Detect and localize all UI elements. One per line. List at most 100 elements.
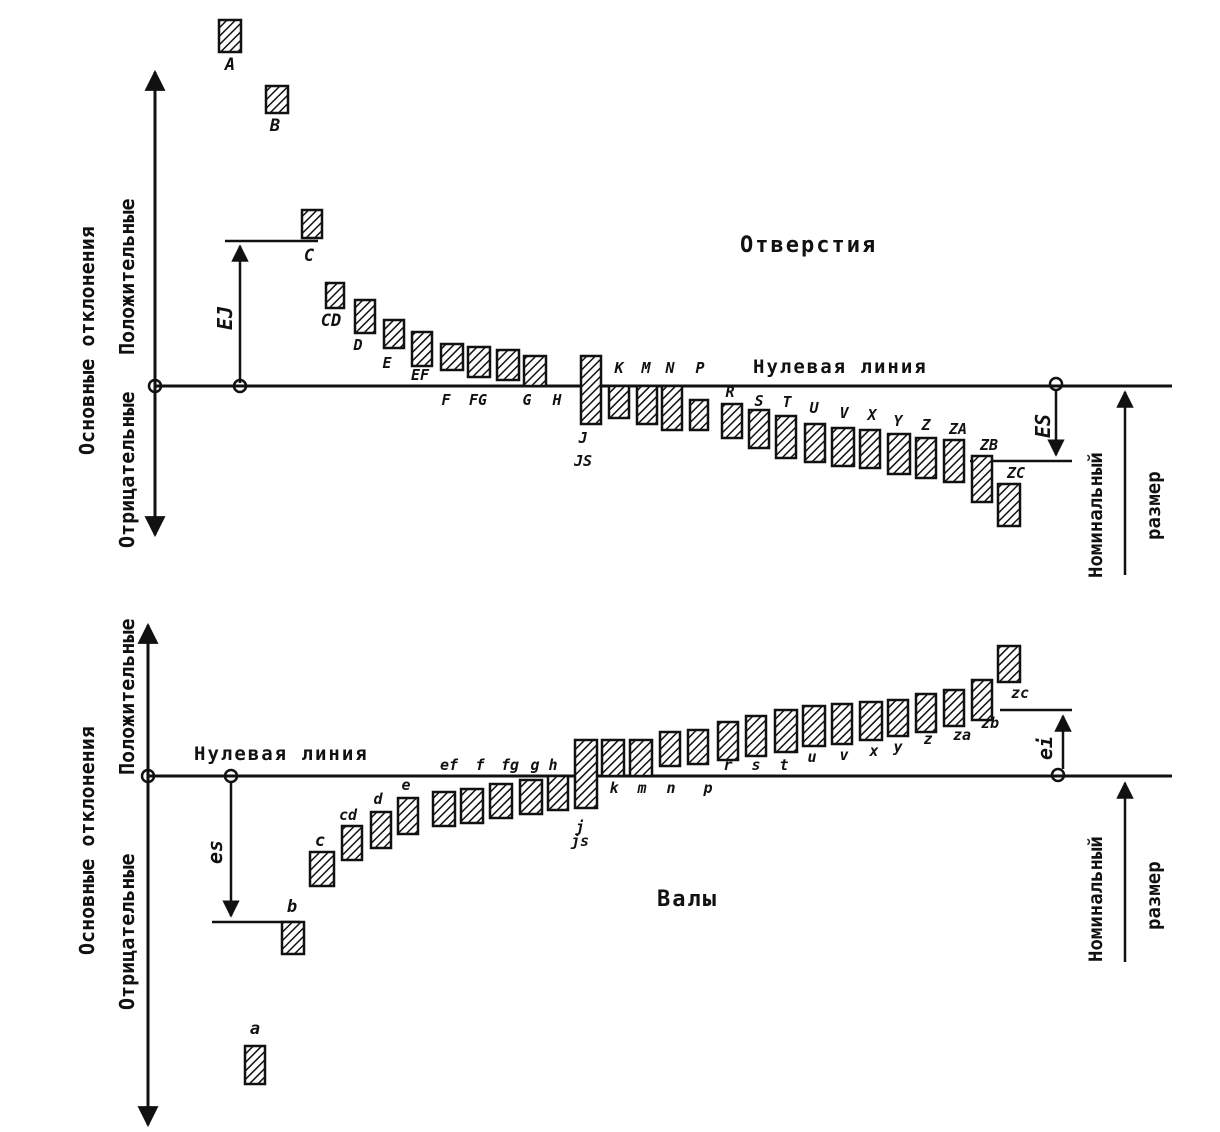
- hole-label-s: S: [754, 392, 763, 410]
- shaft-label-h: h: [548, 756, 557, 774]
- shaft-label-s: s: [751, 756, 760, 774]
- hole-label-a: A: [224, 55, 235, 75]
- hole-label-k: K: [613, 359, 625, 377]
- hole-box-v: [830, 426, 856, 468]
- shafts-title: Валы: [657, 887, 718, 912]
- hole-box-s: [747, 408, 771, 450]
- shaft-label-n: n: [666, 779, 675, 797]
- hole-label-z: Z: [920, 416, 931, 434]
- shaft-label-u: u: [807, 748, 816, 766]
- shafts-ei-origin-dot: [1050, 767, 1066, 783]
- shafts-axis-origin-dot: [140, 768, 156, 784]
- hole-box-k: [607, 384, 631, 420]
- shaft-label-m: m: [636, 779, 646, 797]
- hole-box-m: [635, 384, 659, 426]
- hole-label-ef: EF: [411, 366, 430, 384]
- hole-label-n: N: [664, 359, 675, 377]
- shaft-box-zc: [996, 644, 1022, 684]
- shaft-box-g: [518, 778, 544, 816]
- shaft-label-v: v: [839, 746, 849, 764]
- hole-label-v: V: [839, 404, 849, 422]
- hole-box-n: [660, 384, 684, 432]
- hole-label-x: X: [865, 406, 877, 424]
- holes-title: Отверстия: [740, 233, 877, 258]
- hole-label-za: ZA: [948, 420, 967, 438]
- hole-label-p: P: [695, 359, 704, 377]
- holes-nominal-label-1: Номинальный: [1085, 452, 1107, 578]
- shaft-box-j: [573, 738, 599, 810]
- hole-box-a: [217, 18, 243, 54]
- hole-box-za: [942, 438, 966, 484]
- holes-zero-line-label: Нулевая линия: [753, 356, 928, 378]
- holes-axis-origin-dot: [147, 378, 163, 394]
- shaft-box-zb: [970, 678, 994, 722]
- hole-box-c: [300, 208, 324, 240]
- hole-box-t: [774, 414, 798, 460]
- hole-label-f: F: [441, 391, 451, 409]
- hole-box-fg: [466, 345, 492, 379]
- shaft-label-a: a: [250, 1019, 260, 1039]
- shaft-label-f: f: [475, 756, 485, 774]
- shaft-label-zc: zc: [1011, 684, 1029, 702]
- hole-label-r: R: [725, 383, 734, 401]
- hole-label-e: E: [382, 354, 392, 372]
- hole-box-g: [495, 348, 521, 382]
- shaft-label-t: t: [779, 756, 788, 774]
- shaft-box-ef: [431, 790, 457, 828]
- shaft-label-js: js: [570, 832, 589, 850]
- hole-label-c: C: [304, 246, 315, 266]
- holes-axis-label-negative: Отрицательные: [115, 391, 139, 548]
- shaft-box-v: [830, 702, 854, 746]
- shaft-box-x: [858, 700, 884, 742]
- hole-box-f: [439, 342, 465, 372]
- hole-label-d: D: [352, 336, 362, 354]
- shaft-box-cd: [340, 824, 364, 862]
- shafts-diagram: es ei Номинальный размер Основные отклон…: [75, 618, 1172, 1128]
- shaft-label-r: r: [723, 756, 732, 774]
- holes-es-origin-dot: [1048, 376, 1064, 392]
- shaft-box-y: [886, 698, 910, 738]
- shaft-label-j: j: [574, 818, 584, 836]
- hole-box-b: [264, 84, 290, 115]
- hole-box-e: [382, 318, 406, 350]
- shaft-label-z: z: [923, 730, 932, 748]
- shaft-box-u: [801, 704, 827, 748]
- holes-ei-label: EJ: [213, 306, 237, 330]
- hole-label-t: T: [782, 393, 792, 411]
- shaft-label-fg: fg: [501, 756, 519, 774]
- shaft-box-d: [369, 810, 393, 850]
- shafts-nominal-label-2: размер: [1143, 861, 1165, 930]
- shafts-axis-label-negative: Отрицательные: [115, 853, 139, 1010]
- shaft-label-cd: cd: [339, 806, 358, 824]
- hole-label-zc: ZC: [1006, 464, 1025, 482]
- shaft-box-e: [396, 796, 420, 836]
- shafts-nominal-label-1: Номинальный: [1085, 836, 1107, 962]
- hole-label-cd: CD: [321, 311, 341, 331]
- hole-box-j: [579, 354, 603, 426]
- hole-label-g: G: [522, 391, 531, 409]
- shaft-box-f: [459, 787, 485, 825]
- hole-box-ef: [410, 330, 434, 368]
- hole-label-b: B: [269, 116, 280, 136]
- holes-diagram: EJ E S Номинальный размер Основные отклон…: [75, 18, 1172, 578]
- hole-label-y: Y: [893, 412, 903, 430]
- shafts-axis-label-main: Основные отклонения: [75, 726, 99, 955]
- holes-axis-label-main: Основные отклонения: [75, 226, 99, 455]
- hole-box-h: [522, 354, 548, 388]
- hole-label-u: U: [809, 399, 819, 417]
- shaft-box-s: [744, 714, 768, 758]
- shafts-zero-line-label: Нулевая линия: [194, 743, 369, 765]
- shaft-box-b: [280, 920, 306, 956]
- shaft-label-g: g: [530, 756, 539, 774]
- shafts-ei-label: ei: [1033, 736, 1057, 760]
- hole-box-r: [720, 402, 744, 440]
- shaft-box-p: [686, 728, 710, 766]
- hole-box-y: [886, 432, 912, 476]
- hole-label-js: JS: [573, 452, 592, 470]
- shaft-label-x: x: [868, 742, 878, 760]
- shafts-es-label: es: [203, 840, 227, 864]
- holes-nominal-label-2: размер: [1143, 471, 1165, 540]
